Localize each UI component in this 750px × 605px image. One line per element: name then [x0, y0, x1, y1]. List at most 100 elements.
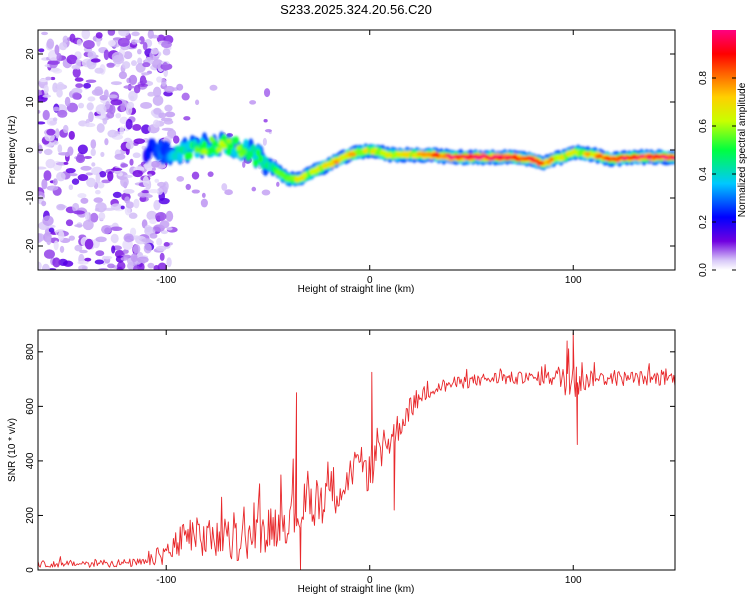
spectral-noise-blob: [149, 233, 158, 239]
spectral-noise-blob: [65, 168, 76, 174]
spectral-noise-blob: [130, 253, 138, 263]
spectral-noise-blob: [77, 260, 89, 265]
spectral-noise-blob: [195, 99, 200, 106]
spectral-noise-blob: [261, 189, 271, 196]
snr-y-axis: 0 200 400 600 800: [25, 343, 675, 573]
spectral-noise-blob: [141, 72, 150, 76]
spectral-noise-blob: [135, 235, 147, 245]
spectral-noise-blob: [48, 60, 60, 65]
chart-title: S233.2025.324.20.56.C20: [280, 2, 432, 17]
spectral-noise-blob: [125, 118, 133, 130]
spectral-noise-blob: [155, 245, 167, 252]
spectral-noise-blob: [156, 237, 163, 246]
spectral-noise-blob: [74, 224, 83, 228]
spectral-noise-blob: [151, 167, 156, 171]
spectral-ridge-cell: [187, 151, 193, 160]
spectral-noise-blob: [84, 257, 92, 262]
spectral-noise-blob: [172, 135, 180, 144]
spectral-noise-blob: [91, 162, 96, 167]
spectral-ridge-cell: [487, 156, 494, 160]
spectral-ridge-cell: [387, 152, 393, 159]
spectral-noise-blob: [132, 169, 143, 178]
spectral-noise-blob: [76, 39, 82, 46]
spectral-noise-blob: [82, 219, 94, 231]
spectral-noise-blob: [156, 76, 163, 83]
spectral-noise-blob: [160, 230, 168, 235]
spectral-noise-blob: [263, 119, 268, 123]
spectral-noise-blob: [94, 259, 105, 265]
spectral-noise-blob: [159, 220, 170, 229]
spectral-noise-blob: [53, 240, 59, 251]
spectral-noise-blob: [143, 79, 148, 84]
spectral-noise-blob: [158, 112, 167, 119]
spectral-noise-blob: [42, 215, 54, 226]
spectral-noise-blob: [133, 198, 140, 209]
spectral-noise-blob: [63, 161, 69, 165]
x-tick-label: 0: [367, 275, 373, 286]
spectral-ridge-cell: [226, 137, 232, 144]
spectral-ridge-cell: [162, 140, 169, 151]
spectral-noise-blob: [156, 187, 164, 195]
spectral-ridge-cell: [362, 147, 369, 154]
spectral-noise-blob: [120, 176, 129, 188]
spectral-noise-blob: [150, 34, 159, 39]
spectral-ridge-cell: [585, 151, 591, 156]
spectrogram-marks: [38, 30, 675, 270]
colorbar-tick-label: 0.8: [698, 71, 709, 85]
spectral-noise-blob: [115, 113, 122, 119]
spectral-noise-blob: [152, 119, 160, 128]
spectral-noise-blob: [191, 189, 200, 194]
spectral-ridge-cell: [480, 154, 486, 158]
spectral-ridge-cell: [445, 154, 452, 158]
y-tick-label: 20: [25, 48, 36, 60]
spectral-noise-blob: [101, 179, 111, 184]
spectral-noise-blob: [111, 245, 116, 254]
spectral-noise-blob: [38, 261, 42, 270]
spectral-noise-blob: [115, 255, 125, 263]
spectral-noise-blob: [84, 238, 94, 250]
spectral-noise-blob: [77, 144, 88, 155]
spectral-noise-blob: [108, 94, 118, 99]
spectral-ridge-cell: [216, 146, 222, 153]
spectral-noise-blob: [163, 119, 174, 125]
spectral-noise-blob: [221, 183, 228, 191]
spectral-noise-blob: [58, 42, 68, 51]
spectral-noise-blob: [149, 218, 157, 225]
spectral-noise-blob: [75, 58, 81, 70]
spectral-noise-blob: [73, 210, 85, 215]
spectral-noise-blob: [77, 193, 87, 199]
colorbar-gradient: [712, 30, 736, 270]
spectral-noise-blob: [122, 249, 129, 254]
spectral-noise-blob: [95, 250, 105, 257]
spectral-ridge-cell: [250, 144, 257, 153]
spectral-noise-blob: [109, 104, 116, 115]
spectral-noise-blob: [130, 60, 137, 66]
spectral-ridge-cell: [274, 169, 281, 176]
spectral-ridge-cell: [201, 140, 208, 149]
spectral-noise-blob: [209, 84, 218, 91]
spectral-noise-blob: [57, 109, 68, 118]
spectral-noise-blob: [54, 44, 60, 55]
spectral-noise-blob: [81, 30, 91, 40]
spectral-noise-blob: [134, 39, 142, 43]
spectral-noise-blob: [72, 92, 81, 100]
spectral-noise-blob: [147, 262, 155, 269]
spectral-noise-blob: [125, 201, 134, 209]
spectral-noise-blob: [118, 71, 128, 80]
spectral-noise-blob: [162, 61, 169, 71]
y-tick-label: 600: [25, 398, 36, 415]
spectral-ridge-cell: [597, 154, 603, 159]
spectral-noise-blob: [176, 175, 185, 182]
spectral-noise-blob: [83, 82, 91, 89]
spectral-noise-blob: [41, 263, 50, 270]
spectral-noise-blob: [146, 210, 157, 221]
spectral-noise-blob: [122, 61, 131, 69]
spectral-noise-blob: [112, 191, 122, 199]
spectral-noise-blob: [102, 255, 113, 260]
spectral-noise-blob: [38, 233, 43, 244]
spectral-noise-blob: [251, 186, 257, 192]
spectral-noise-blob: [53, 106, 60, 112]
spectral-noise-blob: [86, 102, 94, 111]
spectral-ridge-cell: [150, 139, 156, 150]
